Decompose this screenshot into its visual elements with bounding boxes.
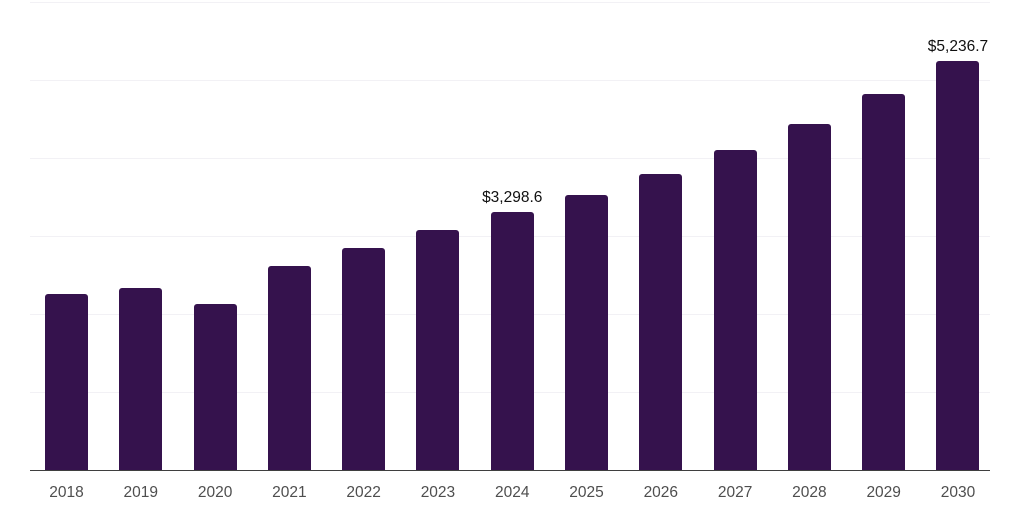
- x-tick-2025: 2025: [569, 484, 604, 501]
- bar-2028: [787, 123, 831, 470]
- x-tick-2019: 2019: [123, 484, 159, 501]
- data-label-2030: $5,236.7: [927, 38, 989, 56]
- x-tick-2022: 2022: [346, 484, 381, 501]
- bar-2025: [565, 194, 609, 470]
- data-label-2024: $3,298.6: [482, 189, 543, 207]
- gridline-5000: [30, 79, 990, 81]
- bar-2021: [267, 266, 311, 470]
- bar-2026: [639, 173, 683, 470]
- x-tick-2030: 2030: [940, 484, 976, 501]
- bar-2024: [490, 212, 534, 470]
- x-tick-2026: 2026: [643, 484, 679, 501]
- bar-2030: [936, 61, 980, 470]
- bar-2022: [342, 248, 386, 470]
- bar-2029: [862, 93, 906, 470]
- x-tick-2028: 2028: [792, 484, 827, 501]
- x-tick-2024: 2024: [494, 484, 530, 501]
- gridline-6000: [30, 1, 990, 3]
- bar-2018: [45, 294, 88, 470]
- x-tick-2023: 2023: [420, 484, 456, 501]
- x-axis-line: [30, 469, 990, 471]
- bar-2027: [713, 150, 757, 470]
- x-tick-2029: 2029: [866, 484, 901, 501]
- bar-2020: [193, 304, 237, 470]
- bar-2023: [416, 229, 460, 470]
- x-tick-2018: 2018: [49, 484, 84, 501]
- gridline-4000: [30, 157, 990, 159]
- x-tick-2027: 2027: [717, 484, 753, 501]
- x-tick-2021: 2021: [272, 484, 307, 501]
- bar-2019: [119, 288, 163, 470]
- x-tick-2020: 2020: [197, 484, 233, 501]
